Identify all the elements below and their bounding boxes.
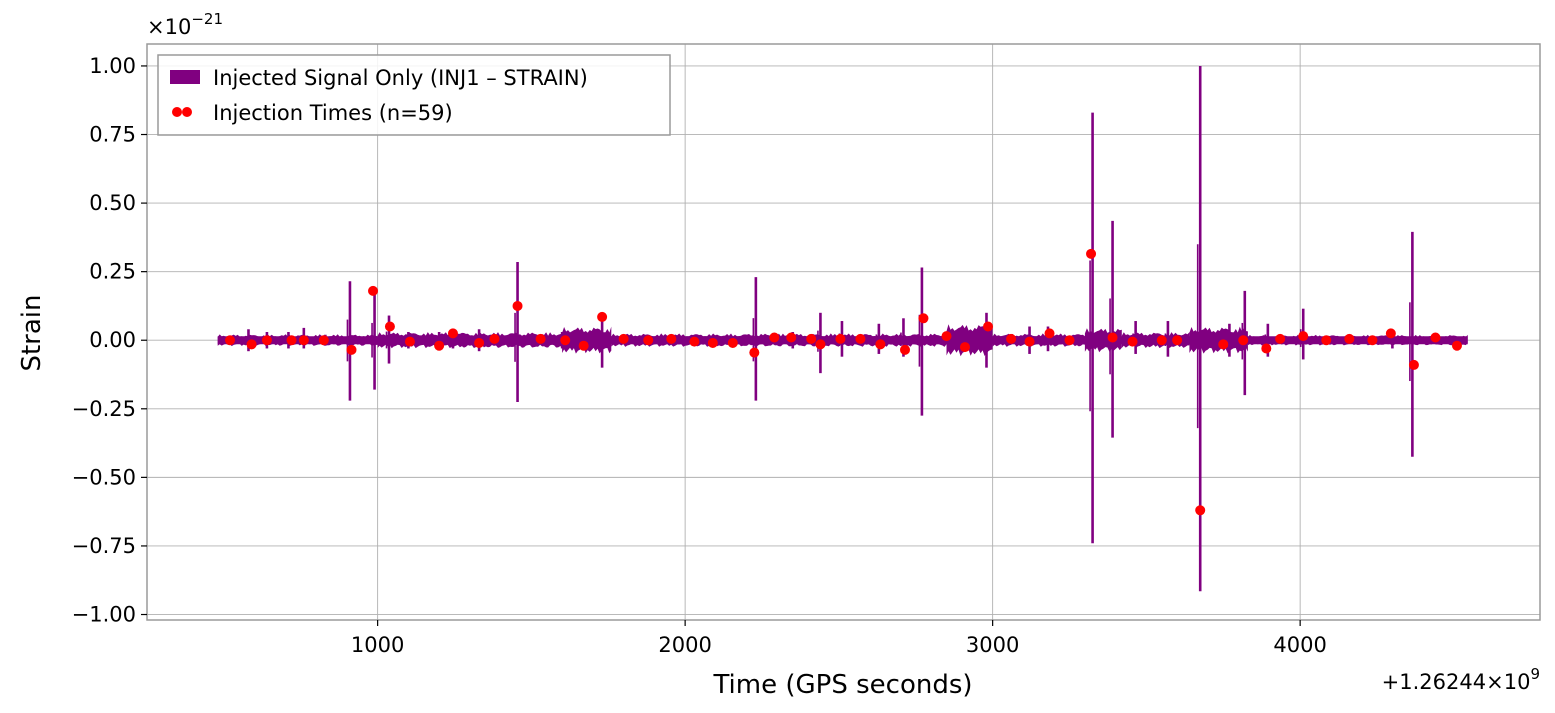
injection-point [597,312,607,322]
injection-point [1367,335,1377,345]
y-scale-times: × [147,15,165,39]
injection-point [786,332,796,342]
injection-point [1086,249,1096,259]
injection-point [835,334,845,344]
injection-point [666,334,676,344]
injection-point [708,338,718,348]
injection-point [536,334,546,344]
legend: Injected Signal Only (INJ1 – STRAIN) Inj… [158,55,670,135]
injection-points [225,249,1462,515]
injection-point [1261,343,1271,353]
injection-point [405,337,415,347]
injection-point [1045,328,1055,338]
injection-point [942,331,952,341]
injection-point [1108,332,1118,342]
x-axis-title: Time (GPS seconds) [712,670,972,700]
y-tick-label: 0.00 [89,328,136,352]
legend-label-signal: Injected Signal Only (INJ1 – STRAIN) [213,66,588,90]
x-offset-exp: 9 [1530,665,1540,683]
injection-point [769,332,779,342]
injection-point [749,348,759,358]
injection-point [855,334,865,344]
injection-point [247,339,257,349]
injection-point [299,335,309,345]
injection-point [1344,334,1354,344]
injection-point [579,341,589,351]
injection-point [1128,337,1138,347]
y-tick-label: 0.50 [89,191,136,215]
y-tick-label: 1.00 [89,54,136,78]
y-tick-label: −1.00 [72,603,136,627]
x-tick-label: 4000 [1273,633,1326,657]
injection-point [815,339,825,349]
y-tick-label: −0.75 [72,534,136,558]
y-tick-label: 0.75 [89,123,136,147]
legend-marker-injection-1 [172,107,182,117]
injection-point [1218,339,1228,349]
legend-label-injection: Injection Times (n=59) [213,101,453,125]
injection-point [346,345,356,355]
injection-point [1452,341,1462,351]
injection-point [875,339,885,349]
injection-point [728,338,738,348]
injection-point [225,335,235,345]
x-tick-label: 2000 [658,633,711,657]
legend-marker-injection-2 [182,107,192,117]
signal-series [218,66,1468,591]
injection-point [474,338,484,348]
injection-point [319,335,329,345]
injection-point [900,345,910,355]
injection-point [983,322,993,332]
y-axis-title: Strain [17,294,47,371]
injection-point [1195,505,1205,515]
injection-point [262,335,272,345]
injection-point [1409,360,1419,370]
x-tick-label: 3000 [966,633,1019,657]
x-offset-label: +1.26244×109 [1382,665,1540,694]
y-scale-exp: −21 [191,10,223,28]
injection-point [1430,332,1440,342]
injection-point [513,301,523,311]
y-axis-ticks: 1.00 0.75 0.50 0.25 0.00 −0.25 −0.50 −0.75 −1.00 [72,54,147,627]
injection-point [385,322,395,332]
injection-point [643,335,653,345]
y-scale-base: 10 [165,15,192,39]
injection-point [619,334,629,344]
x-offset-times: × [1486,670,1504,694]
injection-point [1298,331,1308,341]
y-tick-label: 0.25 [89,260,136,284]
x-offset-base: 10 [1504,670,1531,694]
x-axis-ticks: 1000 2000 3000 4000 [351,620,1327,657]
injection-point [368,286,378,296]
injection-point [434,341,444,351]
injection-point [806,334,816,344]
x-offset-main: +1.26244 [1382,670,1486,694]
injection-point [1006,334,1016,344]
injection-point [287,335,297,345]
y-scale-label: ×10−21 [147,10,223,39]
legend-swatch-signal [170,70,200,84]
injection-point [1025,337,1035,347]
injection-point [1386,328,1396,338]
injection-point [1238,335,1248,345]
y-tick-label: −0.25 [72,397,136,421]
injection-point [960,342,970,352]
injection-point [1275,334,1285,344]
injection-point [918,313,928,323]
injection-point [689,337,699,347]
injection-point [489,334,499,344]
injection-point [1172,335,1182,345]
injection-point [1157,335,1167,345]
injection-point [448,328,458,338]
y-tick-label: −0.50 [72,465,136,489]
injection-point [560,335,570,345]
injection-point [1065,335,1075,345]
injection-point [1321,335,1331,345]
x-tick-label: 1000 [351,633,404,657]
